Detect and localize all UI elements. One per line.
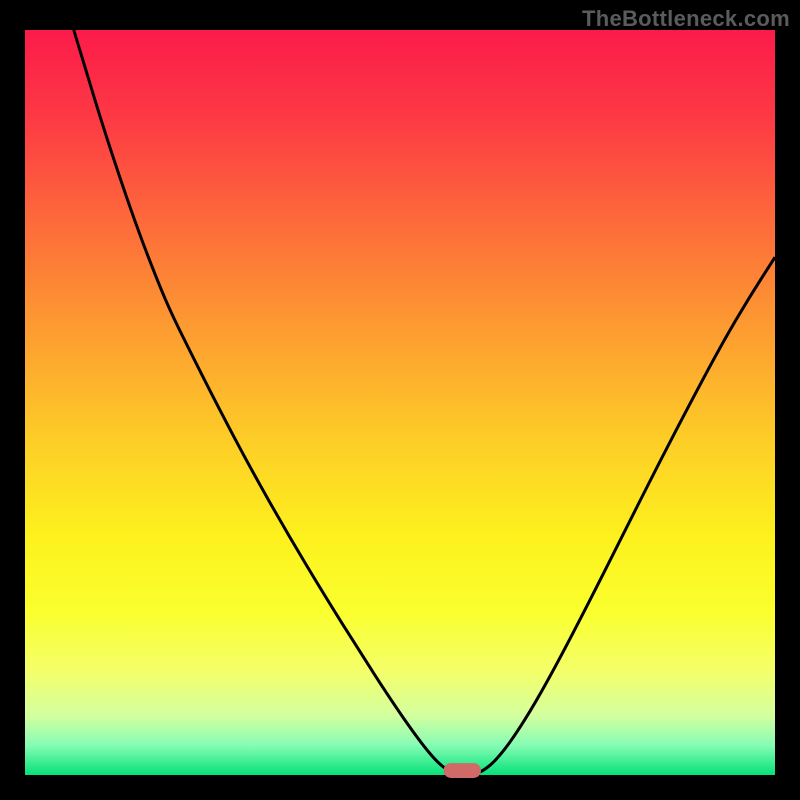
plot-gradient-background	[25, 30, 775, 775]
watermark-text: TheBottleneck.com	[582, 6, 790, 32]
chart-root: TheBottleneck.com	[0, 0, 800, 800]
optimal-marker	[444, 763, 482, 778]
bottleneck-curve-chart	[0, 0, 800, 800]
